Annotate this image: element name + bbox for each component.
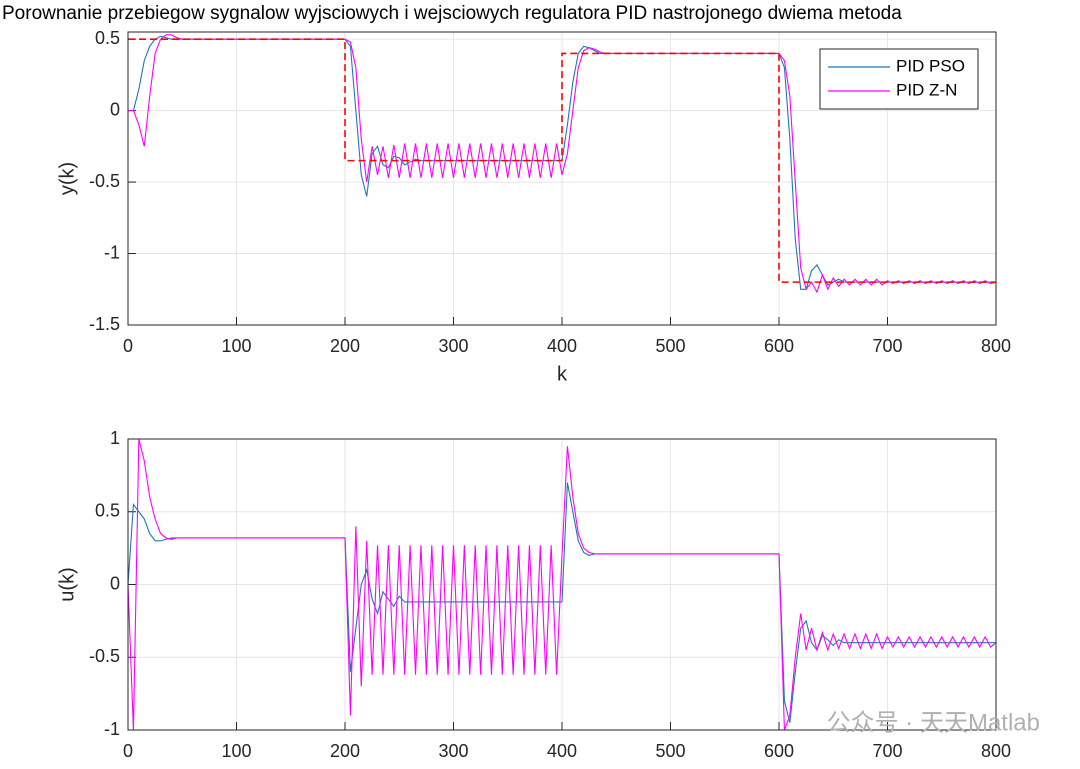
y-tick-label: 0 (110, 99, 120, 119)
y-axis-label: y(k) (56, 162, 78, 195)
x-tick-label: 200 (330, 741, 360, 761)
y-tick-label: 0.5 (95, 501, 120, 521)
x-tick-label: 600 (764, 741, 794, 761)
axes-box (127, 438, 997, 731)
x-tick-label: 0 (123, 741, 133, 761)
y-tick-label: -0.5 (89, 171, 120, 191)
series-group (128, 439, 996, 730)
chart-title: Porownanie przebiegow sygnalow wyjsciowy… (2, 3, 902, 24)
legend-label: PID PSO (896, 56, 965, 75)
watermark: 公众号 · 天天Matlab (827, 709, 1040, 736)
x-axis-label: k (557, 363, 568, 385)
x-tick-label: 300 (438, 741, 468, 761)
legend-label: PID Z-N (896, 80, 957, 99)
y-tick-label: -1.5 (89, 314, 120, 334)
x-tick-label: 800 (981, 336, 1011, 356)
x-tick-label: 600 (764, 336, 794, 356)
series-group (128, 34, 996, 294)
x-tick-label: 700 (872, 741, 902, 761)
series-line (128, 439, 996, 730)
x-tick-label: 0 (123, 336, 133, 356)
y-tick-label: -0.5 (89, 646, 120, 666)
x-tick-label: 500 (655, 741, 685, 761)
x-tick-label: 400 (547, 741, 577, 761)
x-tick-label: 100 (221, 336, 251, 356)
axes-box (127, 31, 997, 326)
x-tick-label: 700 (872, 336, 902, 356)
y-tick-label: -1 (104, 719, 120, 739)
y-tick-label: 0 (110, 573, 120, 593)
y-tick-label: 1 (110, 428, 120, 448)
y-tick-label: 0.5 (95, 28, 120, 48)
y-tick-label: -1 (104, 242, 120, 262)
x-tick-label: 500 (655, 336, 685, 356)
x-tick-label: 400 (547, 336, 577, 356)
y-axis-label: u(k) (56, 567, 78, 601)
legend-box (819, 48, 979, 110)
series-line (128, 38, 996, 283)
x-tick-label: 800 (981, 741, 1011, 761)
x-tick-label: 300 (438, 336, 468, 356)
x-tick-label: 100 (221, 741, 251, 761)
x-tick-label: 200 (330, 336, 360, 356)
